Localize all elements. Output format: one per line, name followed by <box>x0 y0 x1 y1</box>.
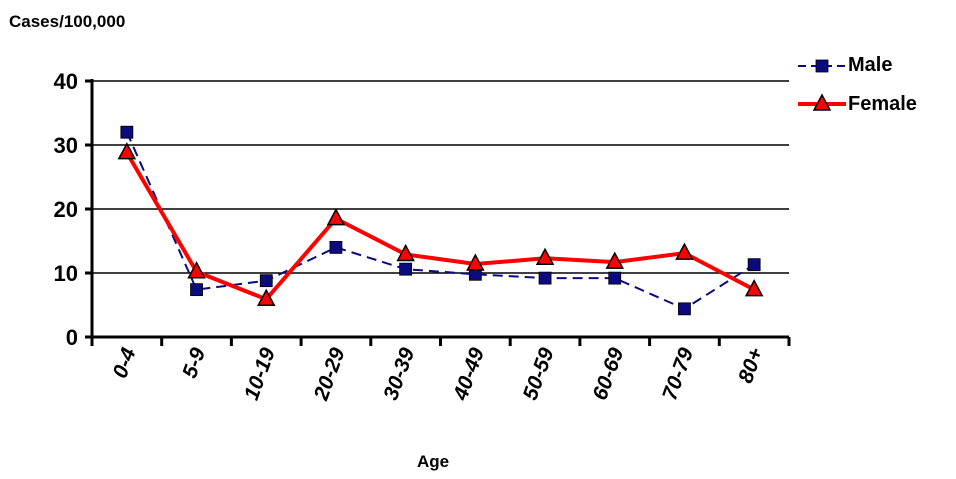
data-point-female <box>744 279 764 297</box>
x-tick-label: 50-59 <box>519 345 559 404</box>
y-tick-label: 10 <box>54 261 78 286</box>
legend <box>798 59 846 111</box>
y-tick-labels: 0 10 20 30 40 <box>54 69 78 350</box>
x-tick-label: 60-69 <box>588 345 628 404</box>
data-point-female <box>257 288 276 306</box>
data-point-female <box>117 142 137 160</box>
x-axis-title: Age <box>417 452 450 471</box>
x-tick-labels: 0-4 5-9 10-19 20-29 30-39 40-49 50-59 60-69 70-7… <box>109 345 768 405</box>
data-point-female <box>187 261 206 279</box>
y-axis-title: Cases/100,000 <box>9 12 126 31</box>
data-point-male <box>608 271 622 285</box>
series-layer <box>117 125 764 316</box>
data-point-male <box>747 258 761 272</box>
gridlines <box>92 80 789 274</box>
x-tick-label: 80+ <box>734 345 768 386</box>
x-tick-label: 40-49 <box>449 345 489 405</box>
data-point-male <box>538 271 552 285</box>
x-tick-label: 10-19 <box>240 345 280 404</box>
x-tick-label: 5-9 <box>178 345 210 382</box>
x-tick-label: 0-4 <box>109 345 141 382</box>
legend-label-male: Male <box>848 54 893 76</box>
data-point-male <box>678 302 691 316</box>
legend-marker-male <box>815 59 829 73</box>
data-point-female <box>326 208 346 226</box>
data-point-male <box>259 274 273 288</box>
data-point-male <box>399 262 413 276</box>
x-tick-label: 30-39 <box>379 345 419 404</box>
y-tick-label: 30 <box>54 133 78 158</box>
legend-marker-female <box>812 93 832 111</box>
series-line-male <box>125 131 755 310</box>
y-tick-label: 0 <box>66 325 78 350</box>
x-tick-label: 20-29 <box>309 345 349 405</box>
axes <box>85 79 791 346</box>
data-point-female <box>605 251 624 269</box>
data-point-male <box>190 283 203 297</box>
legend-label-female: Female <box>848 93 917 115</box>
series-line-female <box>125 151 756 302</box>
y-tick-label: 40 <box>54 69 78 94</box>
data-point-female <box>396 243 415 262</box>
data-point-female <box>535 247 555 266</box>
data-point-female <box>675 242 694 260</box>
data-point-male <box>120 125 134 139</box>
data-point-male <box>329 240 343 254</box>
y-tick-label: 20 <box>54 197 78 222</box>
data-point-female <box>466 253 485 271</box>
x-tick-label: 70-79 <box>658 345 698 404</box>
